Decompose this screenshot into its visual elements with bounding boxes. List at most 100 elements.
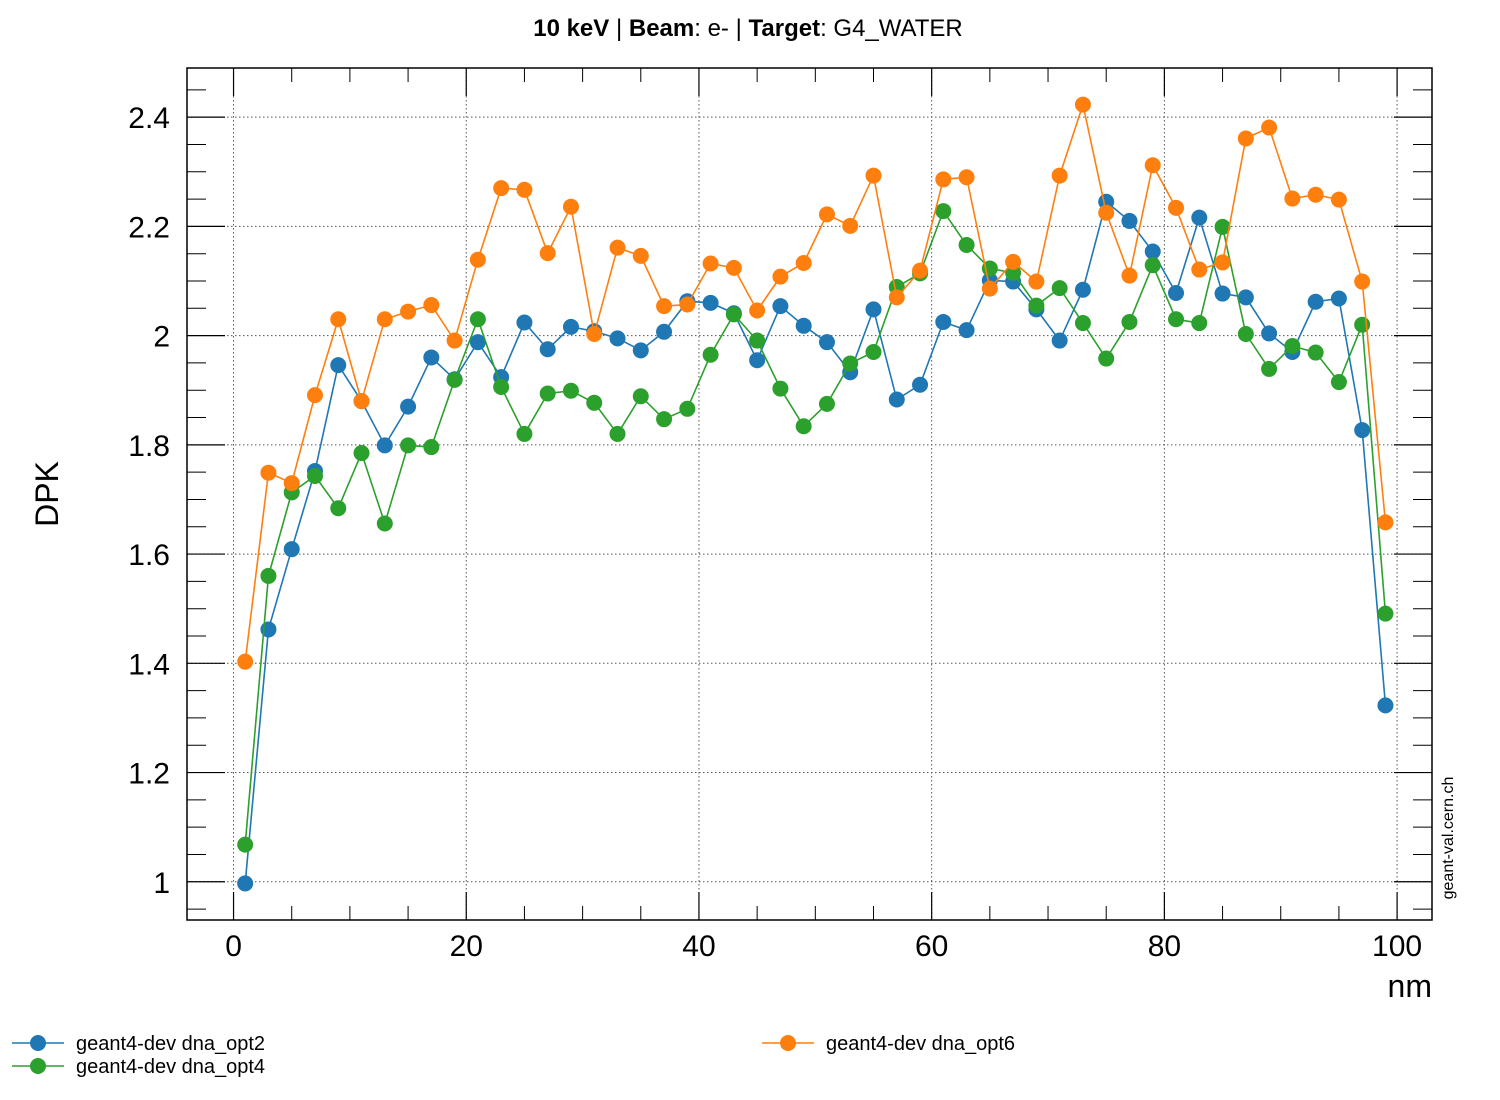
series-3 xyxy=(237,96,1394,670)
data-point xyxy=(749,352,766,369)
data-point xyxy=(260,464,277,481)
data-point xyxy=(376,437,393,454)
data-point xyxy=(725,259,742,276)
data-point xyxy=(376,311,393,328)
title-separator: | xyxy=(609,15,629,42)
data-point xyxy=(1005,253,1022,270)
data-point xyxy=(1261,119,1278,136)
data-point xyxy=(702,294,719,311)
data-point xyxy=(1074,315,1091,332)
data-point xyxy=(1121,313,1138,330)
data-point xyxy=(1144,157,1161,174)
series-layer xyxy=(237,96,1394,892)
legend-label: geant4-dev dna_opt2 xyxy=(76,1033,265,1055)
data-point xyxy=(1237,289,1254,306)
data-point xyxy=(1168,199,1185,216)
data-point xyxy=(423,297,440,314)
data-point xyxy=(306,467,323,484)
data-point xyxy=(1284,190,1301,207)
title-separator-2: | xyxy=(736,15,749,42)
data-point xyxy=(586,394,603,411)
data-point xyxy=(516,314,533,331)
x-tick-label: 60 xyxy=(915,930,948,963)
data-point xyxy=(632,388,649,405)
data-point xyxy=(330,500,347,517)
data-point xyxy=(1261,325,1278,342)
data-point xyxy=(609,239,626,256)
data-point xyxy=(446,371,463,388)
data-point xyxy=(1168,285,1185,302)
data-point xyxy=(888,289,905,306)
y-axis-label: DPK xyxy=(29,461,65,527)
data-point xyxy=(1214,218,1231,235)
title-beam-label: Beam xyxy=(629,15,694,42)
data-point xyxy=(1284,337,1301,354)
x-tick-label: 100 xyxy=(1372,930,1422,963)
data-point xyxy=(539,245,556,262)
data-point xyxy=(353,393,370,410)
data-point xyxy=(562,382,579,399)
data-point xyxy=(376,515,393,532)
data-point xyxy=(1237,130,1254,147)
data-point xyxy=(656,323,673,340)
data-point xyxy=(283,475,300,492)
data-point xyxy=(562,198,579,215)
data-point xyxy=(1377,605,1394,622)
data-point xyxy=(725,306,742,323)
data-point xyxy=(888,391,905,408)
data-point xyxy=(539,385,556,402)
data-point xyxy=(1051,167,1068,184)
data-point xyxy=(818,334,835,351)
data-point xyxy=(330,311,347,328)
data-point xyxy=(958,169,975,186)
data-point xyxy=(1330,191,1347,208)
data-point xyxy=(1261,360,1278,377)
data-point xyxy=(632,247,649,264)
watermark: geant-val.cern.ch xyxy=(1440,777,1457,900)
data-point xyxy=(516,181,533,198)
data-point xyxy=(1144,243,1161,260)
y-tick-label: 2.2 xyxy=(128,211,170,244)
data-point xyxy=(702,255,719,272)
data-point xyxy=(1144,257,1161,274)
data-point xyxy=(1028,273,1045,290)
series-line xyxy=(244,209,1387,845)
y-tick-label: 1.2 xyxy=(128,758,170,791)
data-point xyxy=(656,298,673,315)
data-point xyxy=(400,303,417,320)
data-point xyxy=(865,344,882,360)
data-point xyxy=(1237,325,1254,342)
data-point xyxy=(493,378,510,395)
data-point xyxy=(1051,332,1068,349)
data-point xyxy=(1330,290,1347,307)
legend-item: geant4-dev dna_opt2 xyxy=(12,1033,265,1055)
data-point xyxy=(818,395,835,412)
data-point xyxy=(1307,344,1324,361)
data-point xyxy=(865,167,882,184)
data-point xyxy=(935,171,952,188)
data-point xyxy=(493,180,510,197)
data-point xyxy=(1191,209,1208,226)
legend-marker xyxy=(30,1035,46,1051)
data-point xyxy=(1214,254,1231,271)
data-point xyxy=(818,206,835,223)
data-point xyxy=(469,334,486,351)
y-tick-label: 2 xyxy=(153,321,170,354)
x-tick-label: 20 xyxy=(450,930,483,963)
y-tick-label: 1 xyxy=(153,867,170,900)
legend-label: geant4-dev dna_opt6 xyxy=(826,1033,1015,1055)
data-point xyxy=(702,346,719,363)
legend-marker xyxy=(780,1035,796,1051)
x-axis-label: nm xyxy=(1388,968,1432,1004)
data-point xyxy=(283,541,300,558)
series-line xyxy=(244,101,1387,662)
data-point xyxy=(609,425,626,442)
data-point xyxy=(400,398,417,415)
series-line xyxy=(244,200,1387,884)
series-1 xyxy=(237,193,1394,892)
data-point xyxy=(935,203,952,220)
y-tick-label: 2.4 xyxy=(128,102,170,135)
data-point xyxy=(1098,350,1115,367)
